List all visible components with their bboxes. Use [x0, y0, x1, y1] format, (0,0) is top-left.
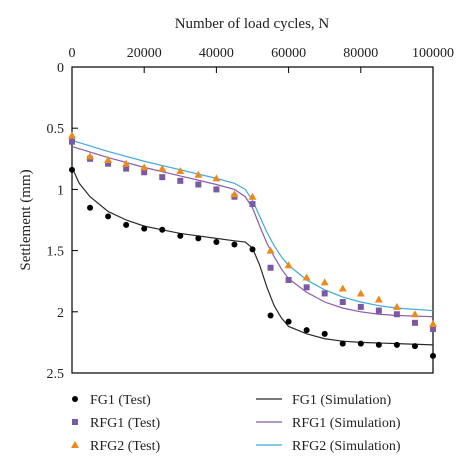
data-point-fg1-test	[141, 225, 148, 232]
x-tick-label: 60000	[271, 46, 306, 61]
y-tick-label: 2.5	[47, 367, 65, 382]
legend: FG1 (Test) RFG1 (Test) RFG2 (Test) FG1 (Sim…	[71, 393, 401, 454]
data-point-fg1-test	[411, 343, 418, 350]
plot-frame	[71, 66, 434, 374]
data-point-fg1-test	[357, 340, 364, 347]
y-tick-label: 0.5	[47, 122, 65, 137]
data-point-rfg1-test	[393, 311, 400, 318]
data-point-rfg2-test	[176, 167, 185, 175]
data-point-rfg2-test	[429, 320, 437, 328]
data-point-rfg1-test	[177, 177, 184, 184]
x-axis-title: Number of load cycles, N	[175, 16, 330, 32]
legend-marker-rfg1-test	[72, 419, 78, 425]
data-point-rfg1-test	[375, 307, 382, 314]
data-point-rfg1-test	[195, 181, 202, 188]
data-point-fg1-test	[285, 318, 292, 325]
data-point-rfg2-test	[158, 164, 167, 172]
data-point-rfg2-test	[140, 163, 149, 171]
legend-label-rfg1-test: RFG1 (Test)	[90, 416, 161, 431]
data-point-fg1-test	[87, 204, 94, 211]
data-point-fg1-test	[339, 340, 346, 347]
data-point-rfg1-test	[411, 319, 418, 326]
data-point-fg1-test	[159, 226, 166, 233]
data-point-rfg1-test	[69, 138, 75, 145]
data-point-rfg2-test	[212, 174, 221, 182]
data-point-fg1-test	[69, 166, 75, 173]
data-point-rfg1-test	[321, 290, 328, 297]
legend-label-fg1-simulation: FG1 (Simulation)	[292, 393, 392, 408]
y-tick-label: 2	[57, 306, 64, 321]
legend-label-rfg2-simulation: RFG2 (Simulation)	[292, 439, 401, 454]
data-point-fg1-test	[303, 327, 310, 334]
series-line-rfg1-simulation	[71, 145, 434, 318]
data-point-rfg1-test	[141, 169, 148, 176]
data-point-fg1-test	[177, 232, 184, 239]
data-point-rfg1-test	[357, 303, 364, 310]
legend-label-rfg2-test: RFG2 (Test)	[90, 439, 161, 454]
data-point-fg1-test	[375, 341, 382, 348]
x-tick-label: 0	[69, 46, 76, 61]
data-point-fg1-test	[393, 341, 400, 348]
data-point-fg1-test	[231, 241, 238, 248]
data-point-rfg1-test	[213, 186, 220, 193]
data-point-fg1-test	[430, 352, 436, 359]
data-point-rfg2-test	[374, 295, 383, 303]
legend-marker-rfg2-test	[71, 441, 79, 448]
data-point-fg1-test	[267, 312, 274, 319]
x-tick-label: 80000	[343, 46, 378, 61]
data-point-fg1-test	[195, 235, 202, 242]
data-point-rfg2-test	[392, 302, 401, 310]
x-tick-label: 40000	[199, 46, 234, 61]
data-point-rfg2-test	[284, 261, 293, 269]
plot-area: 0 20000 40000 60000 80000 100000 0 0.5 1 1.5 2 2.5	[47, 46, 455, 382]
data-point-fg1-test	[123, 221, 130, 228]
data-point-rfg2-test	[248, 192, 257, 200]
legend-label-rfg1-simulation: RFG1 (Simulation)	[292, 416, 401, 431]
data-point-rfg1-test	[285, 276, 292, 283]
data-point-rfg1-test	[123, 165, 130, 172]
data-point-rfg2-test	[338, 284, 347, 292]
series-line-fg1-simulation	[71, 167, 434, 346]
data-point-rfg2-test	[266, 246, 275, 254]
data-point-rfg1-test	[303, 284, 310, 291]
data-point-rfg1-test	[430, 325, 436, 332]
y-tick-label: 0	[57, 61, 64, 76]
x-tick-label: 100000	[412, 46, 454, 61]
data-point-rfg2-test	[68, 131, 76, 139]
data-point-rfg2-test	[410, 310, 419, 318]
y-tick-label: 1	[57, 183, 64, 198]
data-point-rfg1-test	[249, 201, 256, 208]
x-tick-label: 20000	[127, 46, 162, 61]
legend-label-fg1-test: FG1 (Test)	[90, 393, 151, 408]
data-point-rfg2-test	[320, 278, 329, 286]
data-point-rfg1-test	[339, 299, 346, 306]
data-point-fg1-test	[321, 330, 328, 337]
data-point-rfg1-test	[105, 160, 112, 167]
legend-marker-fg1-test	[72, 396, 78, 402]
data-point-rfg2-test	[104, 156, 113, 164]
data-point-fg1-test	[249, 246, 256, 253]
data-point-rfg2-test	[230, 190, 239, 198]
data-point-fg1-test	[213, 239, 220, 246]
series-line-rfg2-simulation	[71, 139, 434, 312]
y-axis-title: Settlement (mm)	[18, 169, 34, 270]
data-point-rfg1-test	[267, 264, 274, 271]
data-point-rfg2-test	[86, 152, 95, 160]
data-point-rfg2-test	[302, 273, 311, 281]
data-point-rfg2-test	[356, 289, 365, 297]
data-point-fg1-test	[105, 213, 112, 220]
data-point-rfg1-test	[159, 174, 166, 181]
data-point-rfg2-test	[194, 170, 203, 178]
data-point-rfg2-test	[122, 159, 131, 167]
y-tick-label: 1.5	[47, 245, 65, 260]
